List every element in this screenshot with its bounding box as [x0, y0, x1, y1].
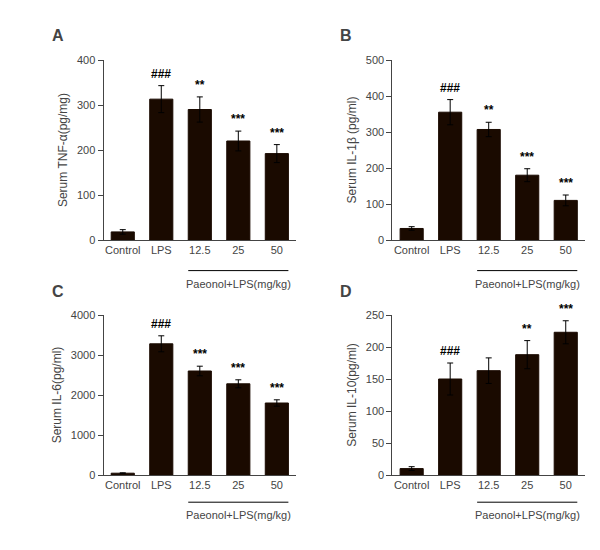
svg-text:250: 250: [366, 309, 384, 321]
svg-text:25: 25: [521, 479, 533, 491]
svg-text:***: ***: [231, 361, 245, 375]
svg-text:400: 400: [366, 90, 384, 102]
svg-text:Paeonol+LPS(mg/kg): Paeonol+LPS(mg/kg): [475, 278, 580, 290]
svg-text:0: 0: [89, 234, 95, 246]
svg-text:100: 100: [366, 405, 384, 417]
svg-text:Control: Control: [394, 244, 429, 256]
svg-text:Serum IL-10(pg/ml): Serum IL-10(pg/ml): [345, 343, 359, 446]
svg-text:LPS: LPS: [440, 479, 461, 491]
svg-text:***: ***: [231, 112, 245, 126]
svg-text:LPS: LPS: [151, 479, 172, 491]
svg-text:C: C: [52, 283, 64, 300]
svg-text:B: B: [340, 27, 352, 44]
svg-text:***: ***: [193, 347, 207, 361]
svg-text:0: 0: [89, 469, 95, 481]
svg-text:Serum IL-6(pg/ml): Serum IL-6(pg/ml): [50, 347, 64, 444]
svg-text:200: 200: [366, 162, 384, 174]
svg-text:1000: 1000: [71, 429, 95, 441]
svg-text:**: **: [484, 103, 494, 117]
svg-text:200: 200: [77, 144, 95, 156]
svg-text:100: 100: [77, 189, 95, 201]
svg-text:LPS: LPS: [440, 244, 461, 256]
svg-text:150: 150: [366, 373, 384, 385]
svg-text:200: 200: [366, 341, 384, 353]
svg-text:Serum TNF-α(pg/mg): Serum TNF-α(pg/mg): [56, 93, 70, 207]
svg-text:50: 50: [271, 479, 283, 491]
svg-text:A: A: [52, 27, 64, 44]
svg-text:LPS: LPS: [151, 244, 172, 256]
svg-text:Paeonol+LPS(mg/kg): Paeonol+LPS(mg/kg): [186, 278, 291, 290]
svg-text:###: ###: [440, 81, 460, 95]
svg-text:3000: 3000: [71, 349, 95, 361]
svg-text:***: ***: [270, 381, 284, 395]
svg-text:Control: Control: [105, 244, 140, 256]
svg-text:2000: 2000: [71, 389, 95, 401]
svg-text:Paeonol+LPS(mg/kg): Paeonol+LPS(mg/kg): [475, 509, 580, 521]
svg-text:0: 0: [378, 469, 384, 481]
svg-text:25: 25: [232, 244, 244, 256]
svg-text:###: ###: [151, 67, 171, 81]
svg-text:12.5: 12.5: [189, 479, 210, 491]
svg-text:25: 25: [232, 479, 244, 491]
svg-text:500: 500: [366, 54, 384, 66]
svg-text:12.5: 12.5: [478, 244, 499, 256]
svg-text:50: 50: [560, 479, 572, 491]
svg-text:***: ***: [520, 150, 534, 164]
svg-text:Control: Control: [394, 479, 429, 491]
svg-text:12.5: 12.5: [189, 244, 210, 256]
svg-text:4000: 4000: [71, 309, 95, 321]
svg-text:50: 50: [372, 437, 384, 449]
svg-text:50: 50: [271, 244, 283, 256]
svg-text:50: 50: [560, 244, 572, 256]
svg-text:300: 300: [366, 126, 384, 138]
svg-text:300: 300: [77, 99, 95, 111]
svg-text:D: D: [340, 283, 352, 300]
svg-text:Control: Control: [105, 479, 140, 491]
svg-text:0: 0: [378, 234, 384, 246]
svg-text:Serum IL-1β (pg/ml): Serum IL-1β (pg/ml): [345, 97, 359, 204]
svg-text:###: ###: [151, 317, 171, 331]
svg-text:12.5: 12.5: [478, 479, 499, 491]
svg-text:100: 100: [366, 198, 384, 210]
svg-text:***: ***: [559, 302, 573, 316]
svg-text:***: ***: [270, 126, 284, 140]
svg-text:**: **: [522, 322, 532, 336]
svg-text:25: 25: [521, 244, 533, 256]
svg-text:Paeonol+LPS(mg/kg): Paeonol+LPS(mg/kg): [186, 509, 291, 521]
svg-text:400: 400: [77, 54, 95, 66]
svg-text:###: ###: [440, 344, 460, 358]
svg-text:***: ***: [559, 176, 573, 190]
svg-text:**: **: [195, 78, 205, 92]
